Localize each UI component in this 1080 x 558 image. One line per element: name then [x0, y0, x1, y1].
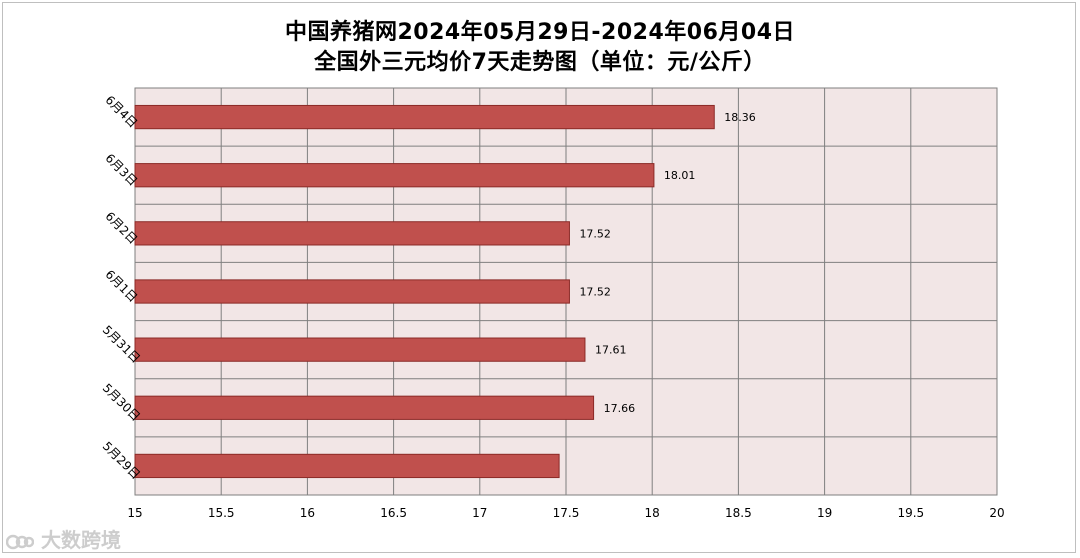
watermark-text: 大数跨境 — [40, 528, 121, 552]
x-tick-label: 19.5 — [897, 506, 924, 520]
bar — [134, 453, 560, 479]
x-tick-label: 19 — [817, 506, 832, 520]
chart-title: 中国养猪网2024年05月29日-2024年06月04日 — [284, 20, 796, 45]
x-tick-label: 18.5 — [725, 506, 752, 520]
data-label: 17.66 — [604, 402, 636, 415]
x-tick-label: 16.5 — [380, 506, 407, 520]
x-tick-label: 15 — [127, 506, 142, 520]
bar — [134, 163, 655, 188]
watermark: 大数跨境 — [5, 524, 121, 553]
bar — [134, 395, 595, 420]
data-label: 17.61 — [595, 344, 627, 357]
logo-icon — [5, 531, 35, 553]
plot-area: 15 15.5 16 16.5 17 17.5 18 18.5 19 19.5 2018.366月4… — [100, 87, 1005, 520]
data-label: 18.01 — [664, 169, 696, 182]
x-tick-label: 17.5 — [553, 506, 580, 520]
bar — [134, 279, 570, 304]
chart-subtitle: 全国外三元均价7天走势图（单位：元/公斤） — [314, 50, 766, 75]
bar — [134, 104, 715, 130]
x-tick-label: 20 — [989, 506, 1004, 520]
data-label: 17.52 — [579, 227, 611, 240]
x-tick-label: 18 — [645, 506, 660, 520]
x-tick-label: 15.5 — [208, 506, 235, 520]
bar — [134, 337, 586, 362]
x-tick-label: 16 — [300, 506, 315, 520]
x-tick-label: 17 — [472, 506, 487, 520]
bar — [134, 221, 570, 246]
data-label: 18.36 — [724, 111, 756, 124]
data-label: 17.52 — [579, 286, 611, 299]
